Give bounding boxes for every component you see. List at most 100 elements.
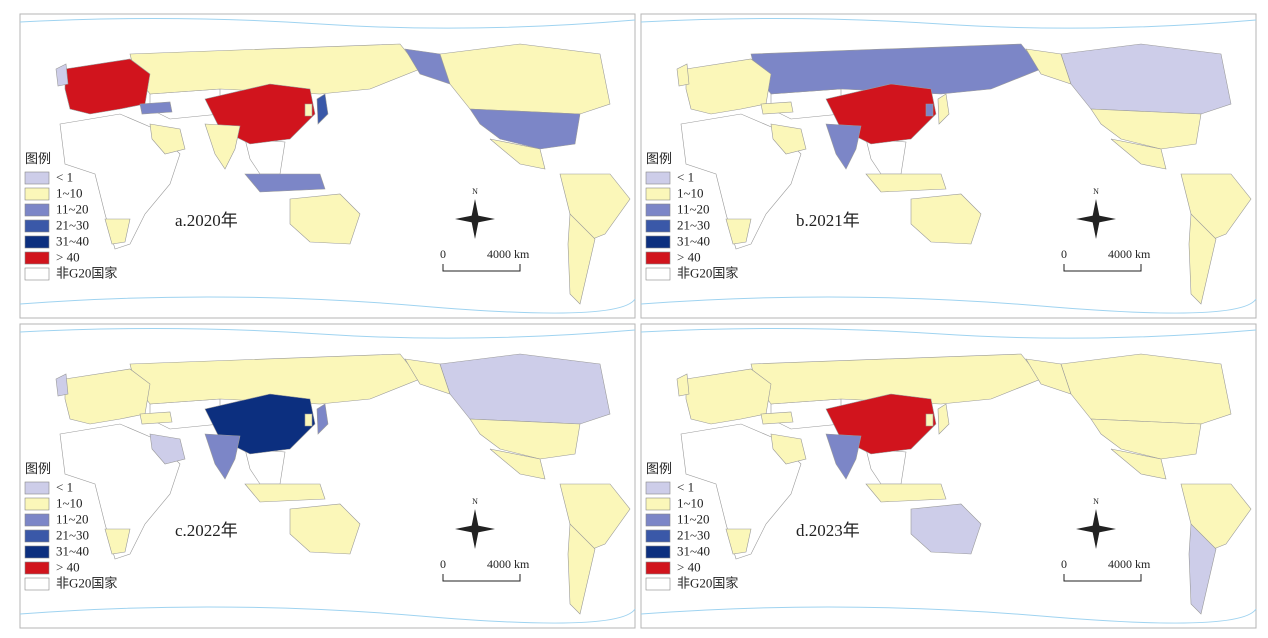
country	[1110, 448, 1167, 480]
north-label: N	[472, 497, 478, 506]
legend-title: 图例	[25, 151, 51, 166]
scale-end: 4000 km	[487, 247, 530, 261]
legend-swatch	[24, 545, 50, 559]
legend-swatch	[24, 529, 50, 543]
legend-title: 图例	[646, 461, 672, 476]
coastline	[640, 606, 1257, 624]
legend-label: < 1	[677, 479, 694, 494]
country	[1110, 138, 1167, 170]
legend-label: 11~20	[56, 511, 89, 526]
country	[760, 411, 794, 425]
legend-swatch	[645, 267, 671, 281]
legend-label: 21~30	[677, 527, 710, 542]
legend-label: < 1	[56, 479, 73, 494]
country	[304, 413, 313, 427]
legend-title: 图例	[25, 461, 51, 476]
legend-label: 1~10	[677, 185, 704, 200]
country	[925, 103, 934, 117]
country	[59, 423, 181, 560]
country	[104, 218, 131, 245]
legend-swatch	[24, 187, 50, 201]
legend-label: 1~10	[677, 495, 704, 510]
country	[567, 523, 596, 615]
coastline	[19, 17, 636, 29]
legend-swatch	[645, 577, 671, 591]
legend-label: 非G20国家	[56, 575, 117, 590]
legend-label: 1~10	[56, 185, 83, 200]
legend-swatch	[645, 561, 671, 575]
legend-label: 31~40	[56, 543, 89, 558]
country	[139, 411, 173, 425]
compass	[455, 215, 495, 223]
scale-bar	[1063, 264, 1142, 272]
panel-label: d.2023年	[796, 521, 860, 540]
country	[439, 353, 611, 425]
country	[725, 218, 752, 245]
country	[770, 123, 807, 155]
compass	[1076, 215, 1116, 223]
legend-swatch	[645, 545, 671, 559]
country	[244, 483, 326, 503]
legend-swatch	[24, 577, 50, 591]
legend-label: 31~40	[677, 233, 710, 248]
legend-label: 非G20国家	[56, 265, 117, 280]
country	[244, 173, 326, 193]
legend-swatch	[24, 513, 50, 527]
scale-bar	[1063, 574, 1142, 582]
country	[1188, 213, 1217, 305]
coastline	[19, 606, 636, 624]
country	[685, 58, 772, 115]
legend-swatch	[645, 235, 671, 249]
legend-swatch	[645, 481, 671, 495]
legend-label: < 1	[56, 169, 73, 184]
compass	[455, 525, 495, 533]
legend-swatch	[645, 203, 671, 217]
legend-label: 21~30	[56, 527, 89, 542]
coastline	[640, 296, 1257, 314]
legend-swatch	[24, 219, 50, 233]
north-label: N	[1093, 187, 1099, 196]
country	[289, 503, 361, 555]
country	[204, 123, 241, 170]
country	[55, 373, 69, 397]
compass	[1076, 525, 1116, 533]
legend-label: > 40	[56, 249, 80, 264]
country	[910, 503, 982, 555]
panel-label: b.2021年	[796, 211, 860, 230]
country	[676, 373, 690, 397]
country	[567, 213, 596, 305]
legend-label: 21~30	[56, 217, 89, 232]
legend-swatch	[24, 203, 50, 217]
legend-swatch	[24, 251, 50, 265]
legend-swatch	[645, 513, 671, 527]
coastline	[640, 327, 1257, 339]
scale-end: 4000 km	[1108, 557, 1151, 571]
scale-bar	[442, 574, 521, 582]
scale-start: 0	[1061, 247, 1067, 261]
legend-swatch	[645, 251, 671, 265]
country	[680, 113, 802, 250]
country	[1060, 353, 1232, 425]
country	[825, 433, 862, 480]
country	[149, 123, 186, 155]
north-label: N	[472, 187, 478, 196]
country	[304, 103, 313, 117]
country	[316, 403, 329, 435]
scale-bar	[442, 264, 521, 272]
legend-label: > 40	[56, 559, 80, 574]
country	[59, 113, 181, 250]
country	[865, 483, 947, 503]
country	[937, 403, 950, 435]
panel-label: c.2022年	[175, 521, 238, 540]
country	[910, 193, 982, 245]
country	[760, 101, 794, 115]
country	[316, 93, 329, 125]
country	[865, 173, 947, 193]
panel-label: a.2020年	[175, 211, 238, 230]
country	[676, 63, 690, 87]
